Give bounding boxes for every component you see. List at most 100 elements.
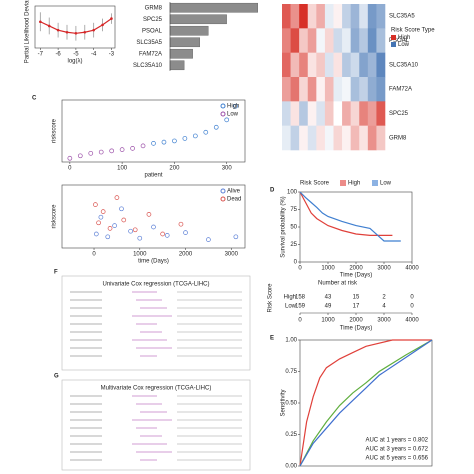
point <box>182 136 188 141</box>
heat-cell <box>359 4 369 29</box>
x-axis-label: Time (Days) <box>340 326 372 332</box>
x-tick-label: 2000 <box>349 266 363 272</box>
heat-cell <box>342 28 351 53</box>
heat-cell <box>324 101 334 126</box>
legend-marker <box>372 180 378 186</box>
series-line <box>299 339 433 467</box>
bar-label: SPC25 <box>143 17 163 23</box>
x-axis-label: Time (Days) <box>340 273 372 279</box>
legend-label: AUC at 1 years = 0.802 <box>365 438 428 444</box>
risk-count: 158 <box>295 295 306 301</box>
y-axis-label: Survival probability (%) <box>281 196 287 257</box>
legend-label: AUC at 5 years = 0.656 <box>365 456 428 462</box>
heat-cell <box>324 4 334 29</box>
heat-cell <box>376 4 386 29</box>
y-tick-label: 0.00 <box>285 464 297 470</box>
heat-cell <box>333 28 343 53</box>
y-axis-label: riskscore <box>52 204 58 229</box>
heat-cell <box>316 125 326 151</box>
heat-cell <box>342 77 351 102</box>
y-tick-label: 100 <box>287 190 298 196</box>
point <box>172 138 177 144</box>
point <box>67 155 73 161</box>
x-tick-label: 3000 <box>225 252 239 258</box>
point <box>213 124 219 130</box>
risk-table-label: Risk Score <box>268 283 274 313</box>
point <box>114 195 120 200</box>
heat-cell <box>359 101 369 126</box>
point <box>164 233 170 238</box>
row-label: SLC35A5 <box>389 14 415 20</box>
panel-label: E <box>270 336 274 342</box>
table-frame <box>61 379 251 471</box>
legend-marker <box>391 42 396 47</box>
point <box>92 28 95 32</box>
panel-label: G <box>54 374 59 380</box>
x-tick-label: 300 <box>222 166 233 172</box>
heat-cell <box>307 125 317 151</box>
x-tick-label: 4000 <box>405 266 419 272</box>
bar <box>169 14 227 25</box>
heat-cell <box>290 4 300 29</box>
heat-cell <box>376 77 386 102</box>
heat-cell <box>359 28 369 53</box>
point <box>119 147 125 152</box>
heat-cell <box>282 52 291 78</box>
heat-cell <box>282 77 291 102</box>
point <box>96 220 101 226</box>
heat-cell <box>333 4 343 29</box>
risk-count: 0 <box>410 304 414 310</box>
x-axis-label: log(λ) <box>67 59 82 65</box>
heat-cell <box>290 52 300 78</box>
legend-marker <box>220 196 226 202</box>
bar <box>169 2 258 13</box>
legend-marker <box>391 35 396 40</box>
heat-cell <box>350 77 360 102</box>
heat-cell <box>307 4 317 29</box>
heat-cell <box>324 52 334 78</box>
x-tick-label: -5 <box>73 52 79 58</box>
x-tick-label: 1000 <box>133 252 147 258</box>
heat-cell <box>367 77 377 102</box>
heat-cell <box>350 4 360 29</box>
heat-cell <box>324 77 334 102</box>
point <box>137 235 143 241</box>
legend-marker <box>220 111 226 117</box>
point <box>151 141 156 146</box>
heat-cell <box>282 4 291 29</box>
x-tick-label: 3000 <box>377 318 391 324</box>
heat-cell <box>367 52 377 78</box>
heat-cell <box>359 125 369 151</box>
legend-label: Low <box>380 181 392 187</box>
heat-cell <box>367 101 377 126</box>
heat-cell <box>367 4 377 29</box>
x-tick-label: 0 <box>298 266 302 272</box>
heat-cell <box>350 125 360 151</box>
point <box>74 32 78 35</box>
heat-cell <box>299 28 309 53</box>
bar <box>169 60 185 71</box>
panel-label: F <box>54 270 58 276</box>
heat-cell <box>316 101 326 126</box>
point <box>93 202 98 207</box>
point <box>100 209 106 214</box>
legend-label: Alive <box>227 189 241 195</box>
legend-title: Risk Score <box>300 181 330 187</box>
heat-cell <box>359 77 369 102</box>
x-tick-label: -3 <box>109 52 115 58</box>
risk-row-name: High <box>284 295 296 301</box>
legend-label: High <box>398 35 410 41</box>
heat-cell <box>316 4 326 29</box>
bar-label: PSOAL <box>142 28 163 34</box>
row-label: GRM8 <box>389 135 407 141</box>
heat-cell <box>324 28 334 53</box>
risk-count: 159 <box>295 304 306 310</box>
legend-title: Risk Score Type <box>391 28 435 34</box>
point <box>77 153 83 159</box>
y-tick-label: 0.50 <box>285 401 297 407</box>
point <box>39 20 42 24</box>
x-tick-label: 1000 <box>321 318 335 324</box>
heat-cell <box>333 125 343 151</box>
table-title: Univariate Cox regression (TCGA-LIHC) <box>102 282 209 288</box>
